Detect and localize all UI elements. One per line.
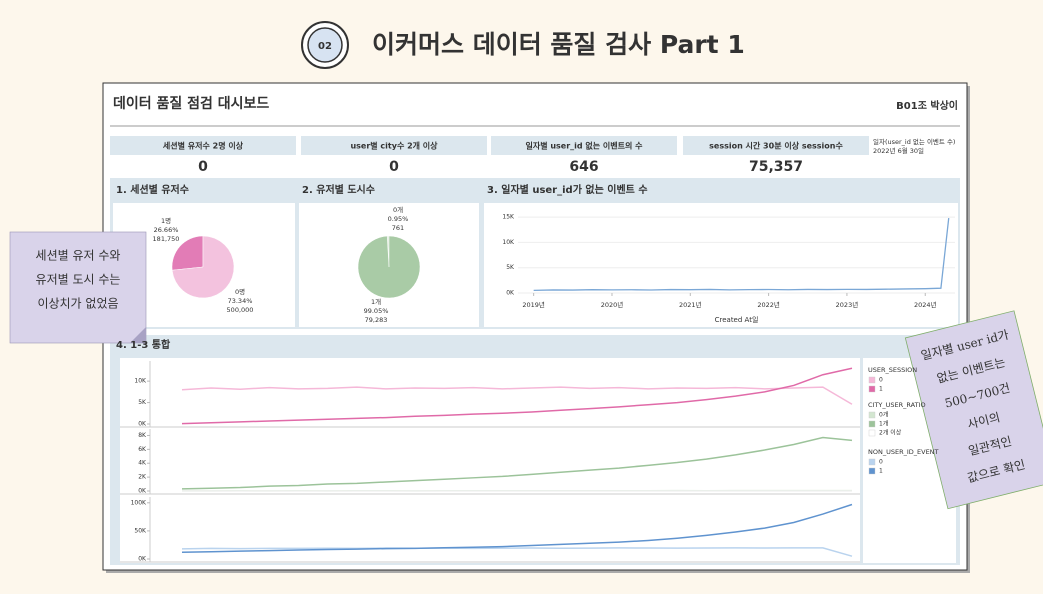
- legend-swatch: [868, 458, 876, 466]
- pie-slice: [171, 235, 235, 299]
- chart-title: 3. 일자별 user_id가 없는 이벤트 수: [487, 183, 648, 196]
- sticky-note: [904, 310, 1043, 510]
- badge-number: 02: [318, 41, 332, 52]
- y-tick-label: 50K: [134, 527, 147, 534]
- sticky-note: [9, 231, 147, 344]
- line: [181, 386, 853, 405]
- y-tick-label: 10K: [134, 378, 147, 385]
- legend-swatch: [868, 420, 876, 428]
- legend-swatch: [868, 429, 876, 437]
- pie-slice: [357, 235, 421, 299]
- legend-label: 0: [879, 377, 883, 384]
- kpi-header: [301, 136, 487, 155]
- legend-swatch: [868, 467, 876, 475]
- slice-percent: 73.34%: [228, 297, 253, 305]
- line: [181, 503, 853, 554]
- x-tick-label: 2021년: [679, 300, 702, 309]
- y-tick-label: 5K: [506, 264, 515, 271]
- y-tick-label: 5K: [138, 399, 147, 406]
- note-line: 2022년 6월 30일: [873, 146, 924, 155]
- kpi-label: session 시간 30분 이상 session수: [709, 141, 843, 151]
- legend-title: CITY_USER_RATIO: [868, 401, 926, 409]
- y-tick-label: 0K: [138, 488, 147, 495]
- page-title: 이커머스 데이터 품질 검사 Part 1: [372, 30, 745, 59]
- slice-value: 500,000: [227, 306, 254, 314]
- legend-label: 2개 이상: [879, 429, 902, 437]
- legend-label: 0개: [879, 411, 888, 419]
- line: [533, 218, 950, 292]
- slice-category: 0개: [393, 205, 403, 214]
- y-tick-label: 10K: [502, 239, 515, 246]
- slice-value: 761: [392, 224, 404, 232]
- kpi-label: user별 city수 2개 이상: [350, 141, 438, 151]
- x-tick-label: 2023년: [836, 300, 859, 309]
- slice-category: 1명: [161, 216, 171, 225]
- legend-swatch: [868, 376, 876, 384]
- legend-label: 1개: [879, 420, 888, 428]
- kpi-label: 세션별 유저수 2명 이상: [163, 141, 244, 151]
- note-text: 유저별 도시 수는: [36, 273, 121, 287]
- slice-percent: 26.66%: [154, 226, 179, 234]
- kpi-value: 646: [569, 159, 598, 175]
- kpi-header: [110, 136, 296, 155]
- kpi-header: [491, 136, 677, 155]
- chart-title: 1. 세션별 유저수: [116, 183, 189, 196]
- kpi-label: 일자별 user_id 없는 이벤트의 수: [525, 141, 643, 151]
- slice-percent: 99.05%: [364, 307, 389, 315]
- slice-value: 181,750: [153, 235, 180, 243]
- chart-panel: [484, 203, 958, 327]
- y-tick-label: 8K: [138, 432, 147, 439]
- x-tick-label: 2024년: [914, 300, 937, 309]
- y-tick-label: 0K: [506, 290, 515, 297]
- line: [181, 367, 853, 425]
- note-text: 이상치가 없었음: [37, 297, 118, 311]
- x-axis-label: Created At일: [715, 315, 759, 324]
- y-tick-label: 100K: [131, 499, 147, 506]
- note-line: 일자(user_id 없는 이벤트 수): [873, 137, 955, 146]
- pie-slice: [171, 235, 204, 271]
- dashboard-author: B01조 박상이: [896, 99, 958, 112]
- kpi-header: [683, 136, 869, 155]
- slice-category: 1개: [371, 297, 381, 306]
- legend-label: 1: [879, 386, 883, 393]
- kpi-value: 0: [389, 159, 399, 175]
- kpi-value: 0: [198, 159, 208, 175]
- dashboard-title: 데이터 품질 점검 대시보드: [113, 95, 269, 112]
- legend-title: NON_USER_ID_EVENT: [868, 448, 939, 456]
- y-tick-label: 15K: [502, 214, 515, 221]
- x-tick-label: 2020년: [601, 300, 624, 309]
- note-fold: [130, 327, 146, 343]
- legend-swatch: [868, 385, 876, 393]
- kpi-value: 75,357: [749, 159, 803, 175]
- x-tick-label: 2019년: [522, 300, 545, 309]
- chart-title: 2. 유저별 도시수: [302, 183, 375, 196]
- chart-title: 4. 1-3 통합: [116, 338, 171, 351]
- y-tick-label: 0K: [138, 421, 147, 428]
- line: [181, 436, 853, 490]
- y-tick-label: 6K: [138, 446, 147, 453]
- slice-category: 0명: [235, 287, 245, 296]
- line: [181, 547, 853, 557]
- legend-label: 1: [879, 468, 883, 475]
- note-text: 세션별 유저 수와: [36, 249, 121, 263]
- legend-swatch: [868, 411, 876, 419]
- chart-panel: [120, 358, 860, 563]
- y-tick-label: 0K: [138, 556, 147, 563]
- slice-value: 79,283: [365, 316, 388, 324]
- badge-inner: [307, 27, 343, 63]
- legend-title: USER_SESSION: [868, 366, 917, 374]
- slice-percent: 0.95%: [388, 215, 409, 223]
- y-tick-label: 4K: [138, 460, 147, 467]
- legend-label: 0: [879, 459, 883, 466]
- y-tick-label: 2K: [138, 474, 147, 481]
- x-tick-label: 2022년: [757, 300, 780, 309]
